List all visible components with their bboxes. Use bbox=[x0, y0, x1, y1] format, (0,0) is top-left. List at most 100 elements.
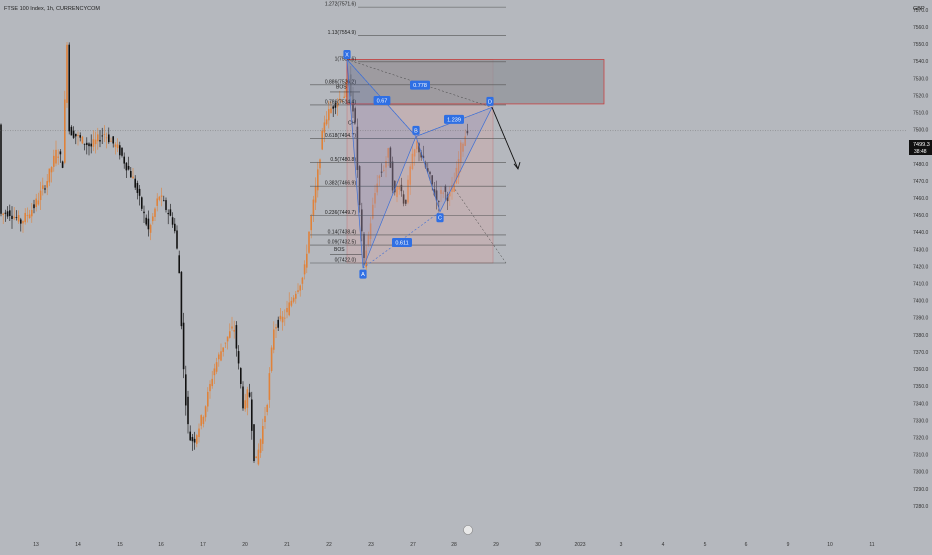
candle-body bbox=[42, 185, 44, 189]
candle-body bbox=[251, 399, 253, 431]
candle-body bbox=[266, 404, 268, 412]
candle-body bbox=[226, 336, 229, 342]
candle-body bbox=[319, 159, 321, 169]
y-tick-label: 7330.0 bbox=[913, 418, 929, 424]
candle bbox=[409, 163, 411, 195]
time-axis-settings-icon[interactable] bbox=[463, 525, 473, 535]
fib-label: 1(7539.6) bbox=[335, 56, 357, 62]
candle bbox=[387, 147, 389, 167]
candle-body bbox=[22, 221, 24, 224]
candle bbox=[295, 290, 297, 304]
point-a-label-text: A bbox=[361, 272, 365, 278]
time-axis-settings[interactable] bbox=[463, 525, 473, 535]
candle bbox=[4, 209, 7, 222]
x-tick-label: 10 bbox=[827, 542, 833, 548]
x-tick-label: 11 bbox=[869, 542, 874, 548]
candle-body bbox=[108, 134, 110, 143]
y-tick-label: 7370.0 bbox=[913, 350, 929, 356]
candle bbox=[64, 90, 66, 165]
candle bbox=[446, 191, 449, 210]
candle-body bbox=[354, 108, 356, 123]
candle-body bbox=[466, 130, 469, 134]
candle-body bbox=[158, 196, 161, 200]
fib-label: 1.13(7554.9) bbox=[328, 30, 357, 36]
candle-body bbox=[48, 168, 51, 183]
candle-body bbox=[220, 351, 222, 361]
point-b-label-bg bbox=[412, 125, 420, 135]
candle bbox=[292, 295, 295, 304]
candle bbox=[44, 185, 46, 194]
candle-body bbox=[200, 415, 202, 426]
candle bbox=[112, 136, 114, 148]
candle bbox=[268, 367, 271, 408]
candle-body bbox=[255, 456, 257, 459]
candle-body bbox=[209, 383, 211, 392]
candle bbox=[354, 106, 356, 125]
x-tick-label: 14 bbox=[75, 542, 81, 548]
candle-body bbox=[297, 290, 299, 293]
candle bbox=[171, 212, 174, 228]
candle-body bbox=[398, 186, 400, 190]
bos-label-lower: BOS bbox=[334, 247, 345, 253]
candle-body bbox=[55, 149, 57, 164]
y-tick-label: 7440.0 bbox=[913, 230, 929, 236]
candle-body bbox=[33, 204, 35, 209]
ratio-label: 1.239 bbox=[444, 114, 464, 124]
x-tick-label: 2023 bbox=[574, 542, 585, 548]
fib-label: 1.272(7571.6) bbox=[325, 2, 356, 8]
candle bbox=[2, 212, 4, 224]
candle bbox=[163, 195, 165, 202]
candle bbox=[99, 130, 101, 148]
candle-body bbox=[253, 424, 255, 462]
candle-body bbox=[231, 326, 233, 329]
candle bbox=[26, 207, 29, 223]
candle-body bbox=[101, 135, 103, 137]
candle bbox=[79, 132, 81, 142]
candle bbox=[237, 345, 240, 370]
candle bbox=[176, 225, 178, 250]
candle-body bbox=[451, 185, 453, 192]
candle-body bbox=[143, 211, 145, 214]
candle-body bbox=[114, 144, 117, 147]
candle-body bbox=[156, 198, 158, 206]
candle-body bbox=[218, 354, 220, 360]
candle-body bbox=[147, 218, 150, 230]
candle bbox=[422, 145, 425, 159]
candle-body bbox=[292, 297, 295, 302]
ratio-label-bg bbox=[392, 237, 412, 247]
candle bbox=[341, 99, 343, 103]
candle-body bbox=[229, 331, 231, 338]
y-tick-label: 7430.0 bbox=[913, 247, 929, 253]
candle bbox=[165, 197, 167, 213]
candle-body bbox=[31, 209, 33, 217]
candle-body bbox=[57, 156, 59, 158]
y-tick-label: 7480.0 bbox=[913, 162, 929, 168]
candle-body bbox=[152, 216, 154, 222]
candle-body bbox=[187, 396, 189, 425]
y-tick-label: 7320.0 bbox=[913, 435, 929, 441]
y-tick-label: 7290.0 bbox=[913, 487, 929, 493]
candle bbox=[136, 180, 139, 200]
point-x-label-bg bbox=[343, 49, 351, 59]
candle-body bbox=[240, 368, 242, 384]
candle-body bbox=[424, 163, 427, 168]
candle-body bbox=[457, 159, 460, 178]
candle bbox=[339, 90, 341, 104]
candle bbox=[55, 140, 57, 167]
y-tick-label: 7390.0 bbox=[913, 316, 929, 322]
candle-body bbox=[110, 140, 112, 142]
y-tick-label: 7340.0 bbox=[913, 401, 929, 407]
candle-body bbox=[290, 300, 293, 306]
candle bbox=[143, 205, 145, 224]
candle bbox=[169, 203, 172, 217]
candle bbox=[22, 220, 24, 233]
candle-body bbox=[83, 143, 86, 145]
candle-body bbox=[103, 134, 106, 135]
x-tick-label: 13 bbox=[33, 542, 39, 548]
candle-body bbox=[163, 200, 165, 202]
candle-body bbox=[358, 166, 361, 206]
point-a-label: A bbox=[359, 269, 367, 279]
candle-body bbox=[380, 171, 383, 173]
